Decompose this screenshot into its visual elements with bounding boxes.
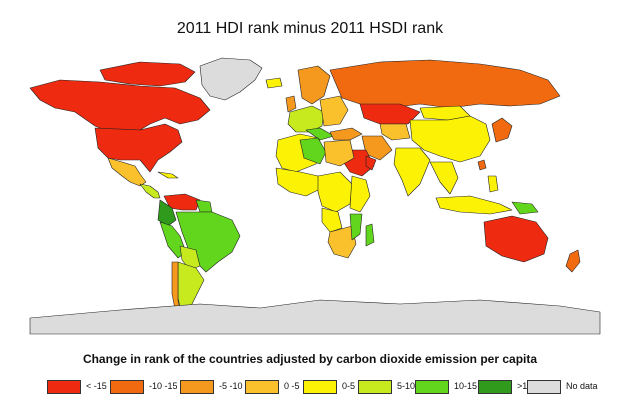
libya-egypt-region [323,139,355,167]
legend-label: >15 [517,381,533,391]
legend-label: 0 -5 [284,381,300,391]
central-asia-region [379,123,411,141]
legend-swatch [180,380,214,394]
legend-swatch [527,380,561,394]
colombia-region [157,199,177,227]
australia-region [483,215,549,263]
map-subtitle: Change in rank of the countries adjusted… [82,352,538,366]
kazakhstan-region [359,103,421,125]
turkey-region [329,127,363,141]
east-africa-region [349,175,371,213]
india-region [393,147,431,197]
madagascar-region [365,223,375,247]
caribbean-region [157,171,179,179]
gulf-states-region [365,155,377,171]
legend-swatch [47,380,81,394]
scandinavia-region [297,65,331,105]
uk-region [285,95,297,113]
map-title: 2011 HDI rank minus 2011 HSDI rank [176,20,444,37]
guianas-region [195,199,213,213]
legend: < -15 -10 -15 -5 -10 0 -5 0-5 5-10 10-15… [0,380,620,400]
philippines-region [487,175,499,193]
russia-region [329,59,561,109]
legend-swatch [415,380,449,394]
canada-arctic-islands [99,61,196,87]
indonesia-region [435,195,513,215]
north-america-north-region [29,79,211,133]
legend-label: < -15 [86,381,107,391]
central-africa-region [317,171,353,213]
legend-label: No data [566,381,598,391]
legend-swatch [245,380,279,394]
iceland-region [265,77,283,89]
angola-region [321,207,343,233]
legend-label: 0-5 [342,381,356,391]
southeast-asia-region [429,161,459,195]
legend-swatch [358,380,392,394]
papua-region [511,201,539,215]
mozambique-region [349,213,363,241]
legend-label: -5 -10 [219,381,243,391]
brazil-region [175,211,241,273]
algeria-region [299,137,327,165]
usa-region [94,123,183,173]
eastern-europe-region [319,95,349,127]
central-america-region [139,183,161,199]
antarctica-region [29,299,601,335]
legend-swatch [478,380,512,394]
legend-swatch [110,380,144,394]
mexico-region [107,157,147,187]
greenland-region [199,57,263,101]
legend-label: -10 -15 [149,381,178,391]
legend-label: 5-10 [397,381,416,391]
legend-swatch [303,380,337,394]
west-africa-region [275,167,323,197]
korea-japan-region [491,117,513,143]
legend-label: 10-15 [454,381,478,391]
china-region [409,115,491,163]
new-zealand-region [565,249,581,273]
taiwan-region [477,159,487,171]
